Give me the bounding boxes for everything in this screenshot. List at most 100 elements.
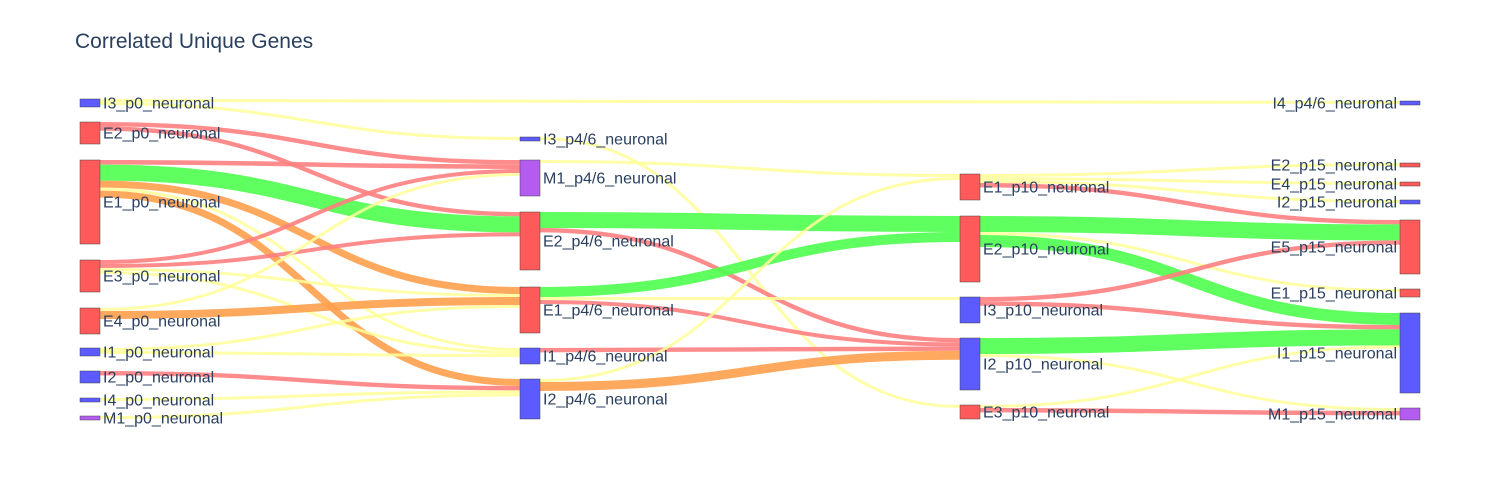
sankey-link[interactable]	[979, 183, 1401, 225]
sankey-link[interactable]	[979, 177, 1401, 185]
sankey-link[interactable]	[99, 351, 521, 357]
sankey-node-label: I4_p4/6_neuronal	[1272, 96, 1397, 113]
sankey-link[interactable]	[99, 271, 521, 354]
sankey-link[interactable]	[99, 297, 521, 319]
sankey-link[interactable]	[99, 390, 521, 401]
sankey-node-label: E1_p4/6_neuronal	[543, 303, 674, 320]
sankey-node-label: I2_p0_neuronal	[103, 370, 214, 387]
sankey-node[interactable]	[519, 347, 541, 365]
sankey-link[interactable]	[99, 393, 521, 419]
sankey-link[interactable]	[99, 232, 521, 268]
sankey-node[interactable]	[1399, 219, 1421, 275]
sankey-node[interactable]	[79, 370, 101, 384]
sankey-link[interactable]	[99, 371, 521, 391]
sankey-node-label: E1_p0_neuronal	[103, 195, 220, 212]
sankey-node-label: E4_p0_neuronal	[103, 314, 220, 331]
sankey-node[interactable]	[959, 173, 981, 201]
sankey-node[interactable]	[519, 136, 541, 142]
sankey-link[interactable]	[99, 187, 521, 351]
sankey-node[interactable]	[1399, 288, 1421, 298]
sankey-node-label: E5_p15_neuronal	[1271, 240, 1397, 257]
sankey-node-label: M1_p15_neuronal	[1268, 407, 1397, 424]
sankey-node-label: E3_p10_neuronal	[983, 405, 1109, 422]
sankey-node-label: E2_p0_neuronal	[103, 126, 220, 143]
sankey-node[interactable]	[1399, 407, 1421, 421]
sankey-node[interactable]	[519, 211, 541, 271]
labels-layer: I3_p0_neuronal E2_p0_neuronal E1_p0_neuron…	[103, 96, 1397, 428]
sankey-link[interactable]	[539, 177, 961, 382]
sankey-node[interactable]	[79, 259, 101, 293]
sankey-node-label: I2_p15_neuronal	[1277, 195, 1397, 212]
sankey-node-label: E1_p10_neuronal	[983, 180, 1109, 197]
sankey-link[interactable]	[539, 350, 961, 391]
sankey-node-label: I2_p10_neuronal	[983, 357, 1103, 374]
sankey-node[interactable]	[79, 159, 101, 245]
sankey-node-label: E2_p10_neuronal	[983, 242, 1109, 259]
sankey-node-label: I3_p4/6_neuronal	[543, 132, 668, 149]
sankey-node[interactable]	[959, 404, 981, 420]
sankey-link[interactable]	[99, 126, 521, 217]
sankey-link[interactable]	[979, 329, 1401, 354]
sankey-link[interactable]	[539, 160, 961, 177]
sankey-node[interactable]	[959, 296, 981, 324]
sankey-link[interactable]	[99, 169, 521, 264]
sankey-node[interactable]	[79, 347, 101, 357]
sankey-link[interactable]	[539, 137, 961, 408]
sankey-node[interactable]	[1399, 312, 1421, 394]
links-layer	[99, 99, 1401, 419]
sankey-node-label: E1_p15_neuronal	[1271, 286, 1397, 303]
sankey-link[interactable]	[539, 228, 961, 343]
sankey-node[interactable]	[1399, 181, 1421, 187]
sankey-link[interactable]	[539, 346, 961, 353]
sankey-node-label: I1_p4/6_neuronal	[543, 349, 668, 366]
sankey-link[interactable]	[99, 164, 521, 233]
sankey-node[interactable]	[79, 307, 101, 335]
sankey-node[interactable]	[79, 397, 101, 403]
sankey-link[interactable]	[99, 160, 521, 169]
sankey-link[interactable]	[979, 301, 1401, 330]
sankey-node[interactable]	[959, 215, 981, 283]
sankey-link[interactable]	[99, 305, 521, 351]
sankey-link[interactable]	[979, 216, 1401, 241]
sankey-link[interactable]	[99, 122, 521, 165]
sankey-node-label: I1_p0_neuronal	[103, 345, 214, 362]
sankey-link[interactable]	[979, 240, 1401, 302]
sankey-node[interactable]	[79, 415, 101, 421]
sankey-link[interactable]	[99, 268, 521, 297]
sankey-link[interactable]	[539, 300, 961, 347]
sankey-node-label: I4_p0_neuronal	[103, 393, 214, 410]
sankey-node[interactable]	[1399, 199, 1421, 205]
sankey-link[interactable]	[979, 180, 1401, 203]
sankey-node[interactable]	[79, 98, 101, 108]
chart-title: Correlated Unique Genes	[75, 30, 314, 53]
sankey-link[interactable]	[979, 408, 1401, 416]
sankey-link[interactable]	[99, 99, 1401, 104]
sankey-node[interactable]	[519, 286, 541, 334]
sankey-node[interactable]	[1399, 162, 1421, 168]
sankey-node[interactable]	[519, 378, 541, 420]
sankey-node-label: I1_p15_neuronal	[1277, 346, 1397, 363]
sankey-node[interactable]	[519, 159, 541, 197]
sankey-link[interactable]	[979, 163, 1401, 177]
sankey-link[interactable]	[99, 180, 521, 294]
sankey-node-label: M1_p4/6_neuronal	[543, 171, 676, 188]
sankey-link[interactable]	[979, 354, 1401, 411]
sankey-link[interactable]	[539, 232, 961, 297]
sankey-node[interactable]	[959, 337, 981, 391]
sankey-node-label: E2_p15_neuronal	[1271, 158, 1397, 175]
sankey-node-label: I3_p10_neuronal	[983, 303, 1103, 320]
sankey-node-label: M1_p0_neuronal	[103, 411, 223, 428]
sankey-link[interactable]	[539, 212, 961, 232]
sankey-node-label: E3_p0_neuronal	[103, 269, 220, 286]
sankey-link[interactable]	[99, 190, 521, 386]
sankey-node[interactable]	[79, 121, 101, 145]
sankey-node[interactable]	[1399, 100, 1421, 106]
sankey-link[interactable]	[979, 345, 1401, 408]
sankey-link[interactable]	[979, 232, 1401, 292]
sankey-link[interactable]	[99, 173, 521, 311]
sankey-link[interactable]	[979, 235, 1401, 325]
sankey-node-label: I2_p4/6_neuronal	[543, 392, 668, 409]
sankey-link[interactable]	[99, 102, 521, 140]
sankey-node-label: E4_p15_neuronal	[1271, 177, 1397, 194]
